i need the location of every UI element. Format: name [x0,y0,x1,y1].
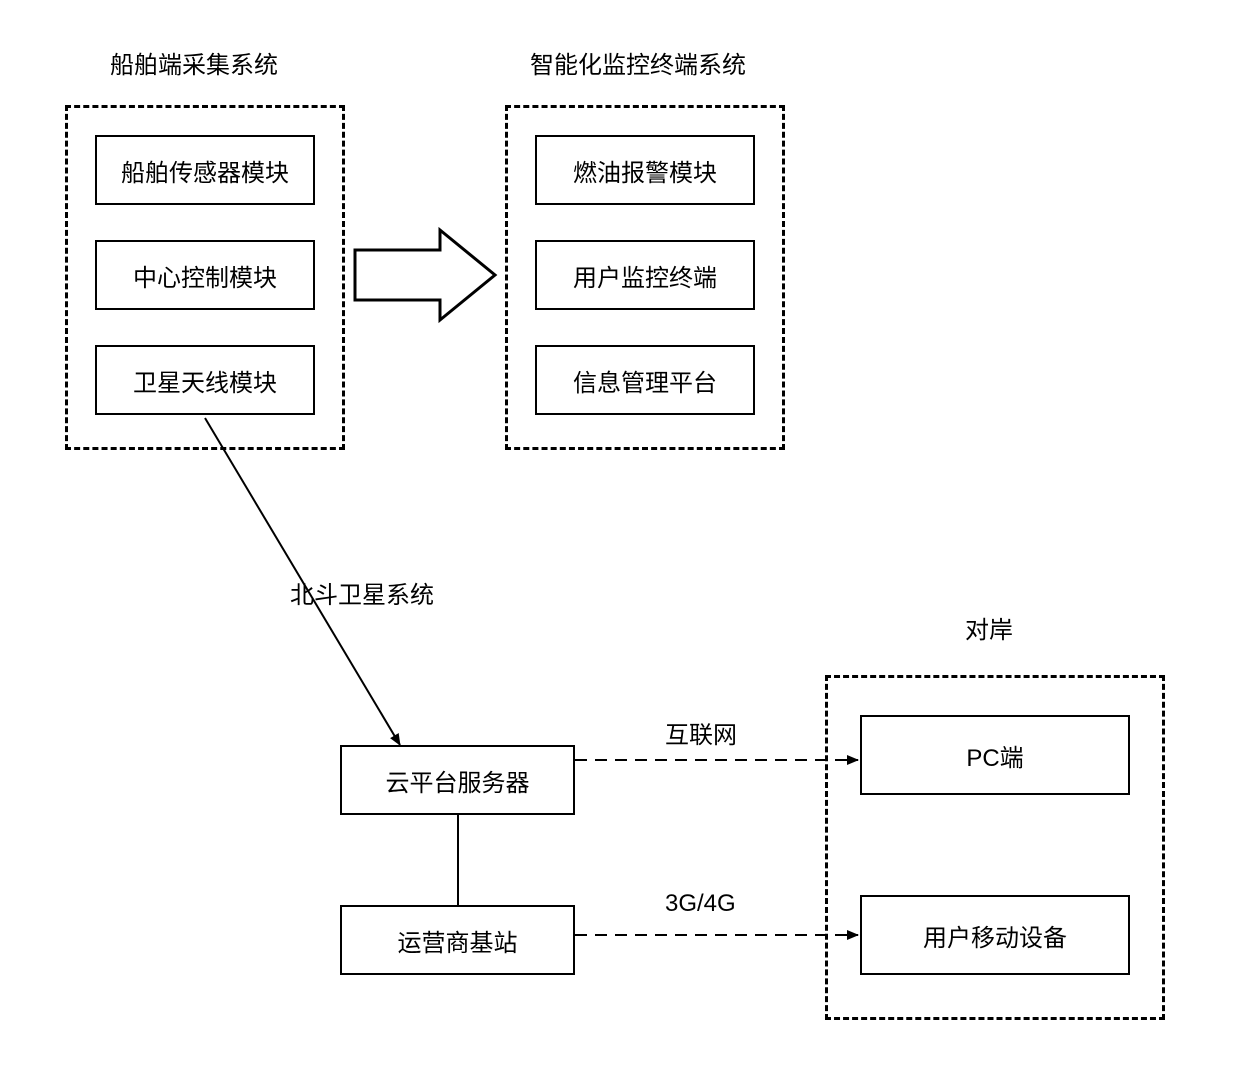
node-info-platform: 信息管理平台 [535,345,755,415]
edge-label-3g4g: 3G/4G [665,890,736,918]
label-user-monitor: 用户监控终端 [573,258,717,293]
node-pc: PC端 [860,715,1130,795]
label-mobile: 用户移动设备 [923,918,1067,953]
edge-label-beidou: 北斗卫星系统 [290,575,434,610]
edge-label-internet: 互联网 [665,715,737,750]
label-pc: PC端 [966,738,1023,773]
label-sensor: 船舶传感器模块 [121,153,289,188]
title-ship-system: 船舶端采集系统 [110,45,278,80]
node-sensor: 船舶传感器模块 [95,135,315,205]
node-antenna: 卫星天线模块 [95,345,315,415]
node-user-monitor: 用户监控终端 [535,240,755,310]
label-fuel-alarm: 燃油报警模块 [573,153,717,188]
label-control: 中心控制模块 [133,258,277,293]
title-shore: 对岸 [965,610,1013,645]
title-monitor-system: 智能化监控终端系统 [530,45,746,80]
node-control: 中心控制模块 [95,240,315,310]
node-cloud: 云平台服务器 [340,745,575,815]
node-mobile: 用户移动设备 [860,895,1130,975]
label-antenna: 卫星天线模块 [133,363,277,398]
node-fuel-alarm: 燃油报警模块 [535,135,755,205]
big-arrow-icon [355,230,495,320]
label-carrier: 运营商基站 [398,923,518,958]
node-carrier: 运营商基站 [340,905,575,975]
label-info-platform: 信息管理平台 [573,363,717,398]
label-cloud: 云平台服务器 [386,763,530,798]
